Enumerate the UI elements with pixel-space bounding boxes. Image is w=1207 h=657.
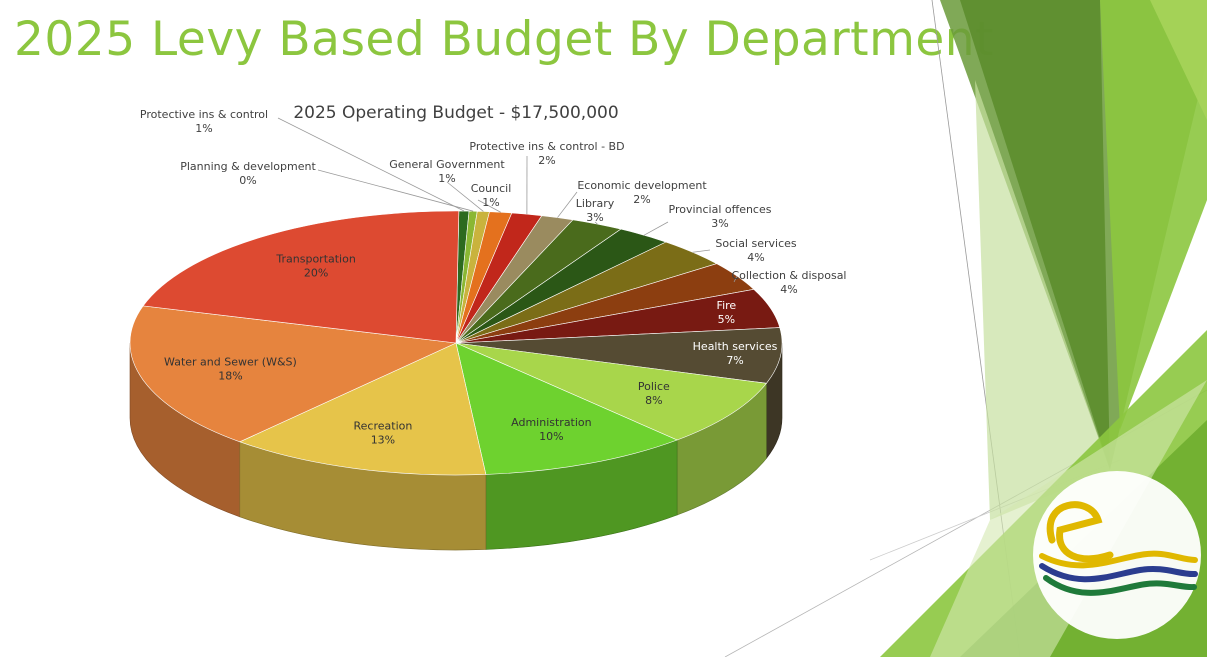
logo-circle [1033,471,1201,639]
slice-label: Recreation 13% [354,419,413,446]
leader-line [446,181,484,212]
leader-line [557,191,578,218]
slice-label: Fire 5% [717,299,737,326]
slice-label-name: Planning & development [180,160,316,173]
slice-label-percent: 1% [195,122,212,135]
leader-line [733,275,738,283]
slice-label-name: Recreation [354,419,413,432]
deco-facet [1150,0,1207,120]
pie-slice [239,342,487,476]
slice-label-percent: 1% [482,196,499,209]
slice-label-name: Provincial offences [669,203,772,216]
deco-facet [960,0,1110,470]
slice-label-name: Water and Sewer (W&S) [164,355,297,368]
slice-label-percent: 3% [586,211,603,224]
slice-label-percent: 1% [438,172,455,185]
slice-label: Administration 10% [511,416,592,443]
deco-facet [975,80,1110,520]
slice-label: Transportation 20% [275,253,355,280]
slice-label-name: Police [638,380,670,393]
label-leader-lines [277,117,738,283]
leader-line [692,249,711,253]
deco-facet [1100,0,1207,430]
pie-slice [129,305,458,443]
slice-label-percent: 0% [239,174,256,187]
slice-label-name: Protective ins & control - BD [469,140,624,153]
slice-label-percent: 7% [726,354,743,367]
slice-label-percent: 4% [747,251,764,264]
pie-slice [455,342,678,475]
slice-label: Protective ins & control 1% [140,108,268,135]
chart-title: 2025 Operating Budget - $17,500,000 [293,103,618,123]
slice-label: General Government 1% [389,158,505,185]
slice-label-percent: 4% [780,283,797,296]
leader-line [594,221,598,225]
slice-label-name: Administration [511,416,592,429]
slice-label-name: Council [471,182,512,195]
pie-sides [129,342,783,551]
slice-label-percent: 20% [304,267,328,280]
slice-label-name: Fire [717,299,737,312]
slice-label: Health services 7% [693,340,778,367]
slice-label-percent: 2% [633,193,650,206]
slice-label-name: Health services [693,340,778,353]
slice-label-percent: 2% [538,154,555,167]
slice-label-name: Economic development [577,179,707,192]
slice-label: Library 3% [576,197,615,224]
slice-label: Water and Sewer (W&S) 18% [164,355,297,382]
slice-label: Collection & disposal 4% [732,269,847,296]
slice-label-name: Protective ins & control [140,108,268,121]
slice-label-percent: 13% [371,433,395,446]
logo-icon [1039,501,1198,596]
leader-line [643,221,669,236]
slice-labels: Protective ins & control 1%Planning & dev… [140,108,847,446]
slice-label-percent: 18% [218,369,242,382]
leader-line [477,199,501,213]
slice-label-percent: 3% [711,217,728,230]
slice-label-name: Library [576,197,615,210]
pie-slice [455,342,767,441]
slice-label-name: Social services [715,237,797,250]
slice-label: Protective ins & control - BD 2% [469,140,624,167]
leader-line [277,117,465,212]
leader-line [317,169,474,212]
pie-slices [129,210,783,476]
slice-label-name: General Government [389,158,505,171]
slice-label: Economic development 2% [577,179,707,206]
slice-label: Council 1% [471,182,512,209]
slice-label-name: Collection & disposal [732,269,847,282]
slide-title: 2025 Levy Based Budget By Department [14,12,995,67]
pie-slice [142,210,460,344]
slice-label: Police 8% [638,380,670,407]
slice-label: Provincial offences 3% [669,203,772,230]
slice-label: Planning & development 0% [180,160,316,187]
slice-label: Social services 4% [715,237,797,264]
slice-label-percent: 5% [718,313,735,326]
slice-label-name: Transportation [275,253,355,266]
pie-slice [455,327,783,384]
slice-label-percent: 10% [539,430,563,443]
slice-label-percent: 8% [645,394,662,407]
